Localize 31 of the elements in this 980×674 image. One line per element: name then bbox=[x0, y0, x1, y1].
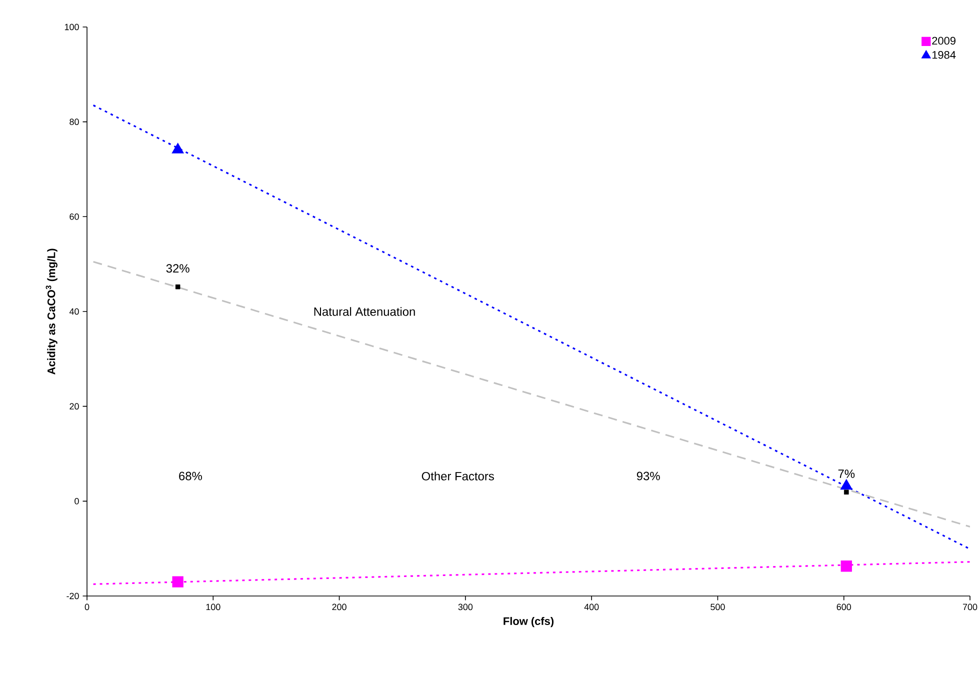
point bbox=[175, 284, 180, 290]
point bbox=[840, 560, 852, 572]
x-tick-label: 300 bbox=[458, 604, 473, 610]
y-axis-title: Acidity as CaCO$^{3}$ (mg/L) bbox=[46, 248, 58, 375]
x-tick-label: 500 bbox=[710, 604, 725, 610]
y-tick-label: 40 bbox=[69, 308, 79, 315]
point bbox=[840, 480, 852, 490]
point bbox=[172, 144, 184, 154]
annotation: 68% bbox=[179, 472, 202, 480]
legend-label: 1984 bbox=[932, 51, 956, 59]
annotation: Other Factors bbox=[422, 472, 494, 480]
legend-label: 2009 bbox=[932, 36, 956, 45]
annotation: 7% bbox=[838, 470, 855, 478]
x-tick-label: 0 bbox=[84, 604, 90, 610]
x-tick-label: 600 bbox=[836, 604, 851, 610]
x-tick-label: 100 bbox=[206, 604, 220, 610]
annotation: 93% bbox=[636, 472, 660, 480]
annotation: 32% bbox=[166, 264, 190, 273]
y-tick-label: 20 bbox=[70, 403, 79, 410]
x-tick-label: 200 bbox=[332, 604, 346, 610]
point bbox=[172, 576, 184, 588]
y-tick-label: -20 bbox=[66, 592, 79, 600]
annotation: Natural Attenuation bbox=[314, 307, 415, 316]
y-tick-label: 0 bbox=[74, 498, 79, 504]
x-tick-label: 700 bbox=[962, 604, 978, 610]
y-tick-label: 60 bbox=[70, 213, 79, 220]
x-tick-label: 400 bbox=[584, 604, 599, 610]
x-axis-title: Flow (cfs) bbox=[504, 616, 554, 628]
y-tick-label: 80 bbox=[70, 118, 79, 126]
point bbox=[844, 490, 849, 495]
y-tick-label: 100 bbox=[64, 24, 79, 30]
